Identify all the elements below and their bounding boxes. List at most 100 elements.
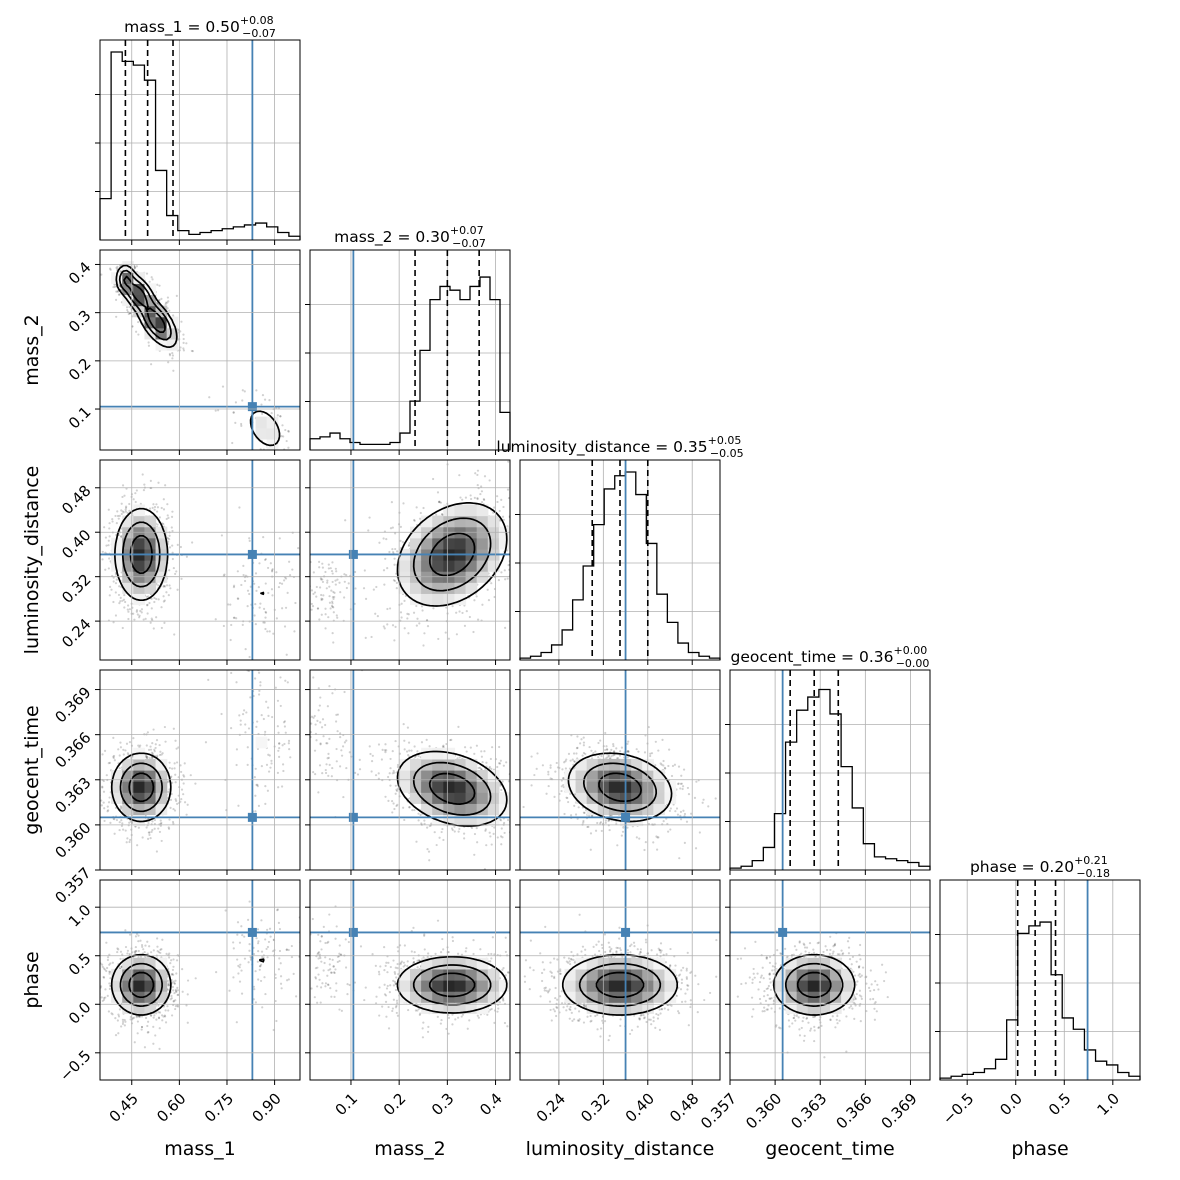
- sample-point: [115, 522, 118, 525]
- sample-point: [112, 580, 115, 583]
- sample-point: [153, 818, 157, 822]
- sample-point: [132, 612, 135, 615]
- sample-point: [127, 617, 130, 621]
- sample-point: [107, 508, 110, 511]
- density-cell: [122, 515, 134, 528]
- sample-point: [162, 585, 165, 588]
- panel-inner: [310, 460, 510, 660]
- sample-point: [161, 752, 164, 755]
- sample-point: [264, 611, 268, 614]
- sample-point: [257, 804, 261, 807]
- sample-point: [168, 352, 171, 356]
- sample-point: [234, 421, 237, 424]
- sample-point: [278, 537, 281, 540]
- sample-point: [284, 679, 287, 682]
- sample-point: [189, 774, 192, 777]
- sample-point: [238, 714, 241, 717]
- sample-point: [165, 584, 169, 587]
- sample-point: [287, 948, 290, 952]
- sample-point: [278, 581, 282, 585]
- sample-point: [157, 1004, 160, 1007]
- sample-point: [173, 767, 176, 770]
- sample-point: [180, 797, 183, 801]
- sample-point: [267, 714, 270, 717]
- sample-point: [117, 1013, 120, 1016]
- sample-point: [158, 298, 161, 302]
- sample-point: [122, 511, 125, 514]
- sample-point: [156, 945, 159, 948]
- sample-point: [122, 753, 125, 756]
- sample-point: [107, 1010, 110, 1013]
- sample-point: [262, 607, 266, 610]
- sample-point: [168, 956, 171, 959]
- sample-point: [285, 948, 288, 951]
- sample-point: [122, 748, 125, 751]
- sample-point: [132, 737, 135, 740]
- sample-point: [257, 585, 260, 589]
- sample-point: [179, 800, 182, 803]
- sample-point: [128, 608, 132, 611]
- sample-point: [435, 513, 438, 516]
- sample-point: [157, 951, 160, 954]
- sample-point: [162, 600, 165, 603]
- sample-point: [137, 934, 140, 937]
- sample-point: [121, 1022, 125, 1025]
- sample-point: [276, 699, 280, 702]
- sample-point: [126, 308, 129, 312]
- sample-point: [167, 982, 170, 985]
- sample-point: [171, 529, 174, 533]
- sample-point: [278, 742, 281, 745]
- sample-point: [175, 799, 178, 802]
- sample-point: [230, 727, 233, 730]
- sample-point: [461, 611, 464, 615]
- sample-point: [493, 506, 496, 509]
- sample-point: [125, 742, 129, 745]
- density-cell: [111, 781, 123, 793]
- sample-point: [112, 621, 115, 624]
- panel-inner: [100, 250, 300, 450]
- sample-point: [235, 617, 238, 620]
- sample-point: [248, 949, 251, 952]
- sample-point: [157, 1017, 161, 1020]
- sample-point: [95, 993, 97, 995]
- sample-point: [95, 794, 97, 796]
- sample-point: [133, 266, 137, 269]
- hist-title: mass_1 = 0.50+0.08 −0.07: [124, 14, 276, 40]
- sample-point: [150, 617, 153, 620]
- density-cell: [133, 537, 146, 550]
- histogram-step: [939, 921, 1141, 1080]
- sample-point: [164, 484, 167, 487]
- sample-point: [244, 574, 247, 577]
- sample-point: [95, 963, 97, 965]
- sample-point: [109, 970, 112, 973]
- sample-point: [174, 781, 177, 784]
- sample-point: [258, 689, 261, 692]
- sample-point: [136, 844, 139, 847]
- sample-point: [120, 512, 123, 516]
- sample-point: [123, 1018, 126, 1022]
- sample-point: [264, 938, 267, 941]
- sample-point: [277, 731, 280, 734]
- sample-point: [114, 573, 118, 576]
- sample-point: [148, 831, 151, 834]
- sample-point: [171, 985, 175, 989]
- sample-point: [108, 522, 111, 525]
- sample-point: [118, 293, 121, 296]
- sample-point: [181, 990, 184, 993]
- sample-point: [106, 810, 109, 813]
- sample-point: [174, 739, 177, 742]
- sample-point: [141, 473, 144, 476]
- sample-point: [179, 764, 182, 767]
- hist-panel-mass_1: mass_1 = 0.50+0.08 −0.07: [95, 14, 301, 245]
- sample-point: [420, 605, 424, 608]
- sample-point: [283, 720, 287, 723]
- sample-point: [157, 1011, 160, 1014]
- sample-point: [168, 983, 171, 986]
- sample-point: [142, 489, 146, 492]
- sample-point: [214, 409, 217, 412]
- sample-point: [103, 968, 107, 971]
- sample-point: [243, 709, 246, 712]
- sample-point: [254, 572, 258, 575]
- sample-point: [271, 569, 274, 572]
- sample-point: [185, 555, 188, 558]
